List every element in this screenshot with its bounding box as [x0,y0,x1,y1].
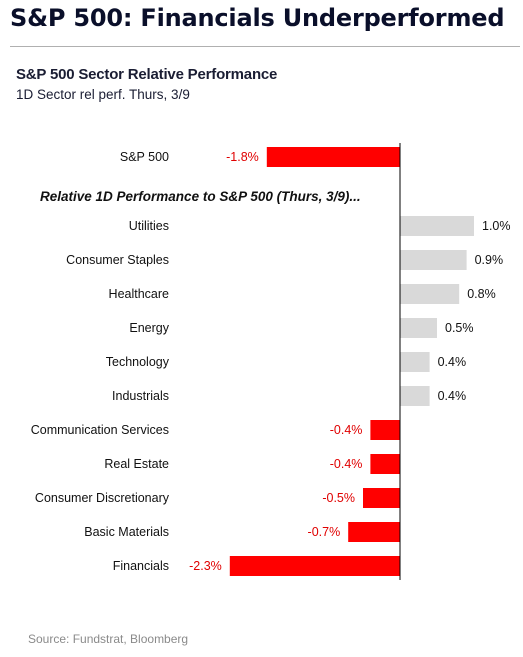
category-label-consumer-staples: Consumer Staples [66,253,169,267]
chart-title: S&P 500 Sector Relative Performance [16,66,278,83]
value-label-utilities: 1.0% [482,219,511,233]
bar-financials [229,556,400,576]
category-label-basic-materials: Basic Materials [84,525,169,539]
value-label-communication-services: -0.4% [330,423,363,437]
value-label-real-estate: -0.4% [330,457,363,471]
value-label-consumer-discretionary: -0.5% [322,491,355,505]
source-note: Source: Fundstrat, Bloomberg [28,632,189,646]
value-label-financials: -2.3% [189,559,222,573]
bar-healthcare [400,284,460,304]
category-label-utilities: Utilities [129,219,169,233]
bar-industrials [400,386,430,406]
value-label-basic-materials: -0.7% [308,525,341,539]
value-label-consumer-staples: 0.9% [475,253,504,267]
bar-real-estate [370,454,400,474]
bar-sp-500 [266,147,400,167]
bar-technology [400,352,430,372]
category-label-financials: Financials [113,559,169,573]
chart-subtitle: 1D Sector rel perf. Thurs, 3/9 [16,87,190,102]
category-label-real-estate: Real Estate [104,457,169,471]
category-label-communication-services: Communication Services [31,423,169,437]
category-label-sp-500: S&P 500 [120,150,169,164]
category-label-energy: Energy [129,321,169,335]
category-label-industrials: Industrials [112,389,169,403]
value-label-sp-500: -1.8% [226,150,259,164]
bar-energy [400,318,437,338]
value-label-energy: 0.5% [445,321,474,335]
value-label-healthcare: 0.8% [467,287,496,301]
bar-utilities [400,216,474,236]
bar-consumer-staples [400,250,467,270]
bar-consumer-discretionary [363,488,400,508]
category-label-technology: Technology [106,355,170,369]
section-label: Relative 1D Performance to S&P 500 (Thur… [40,189,361,204]
bar-communication-services [370,420,400,440]
category-label-healthcare: Healthcare [109,287,169,301]
bar-basic-materials [348,522,400,542]
value-label-industrials: 0.4% [438,389,467,403]
value-label-technology: 0.4% [438,355,467,369]
category-label-consumer-discretionary: Consumer Discretionary [35,491,170,505]
headline-divider [10,46,520,47]
page-headline: S&P 500: Financials Underperformed [10,4,505,32]
